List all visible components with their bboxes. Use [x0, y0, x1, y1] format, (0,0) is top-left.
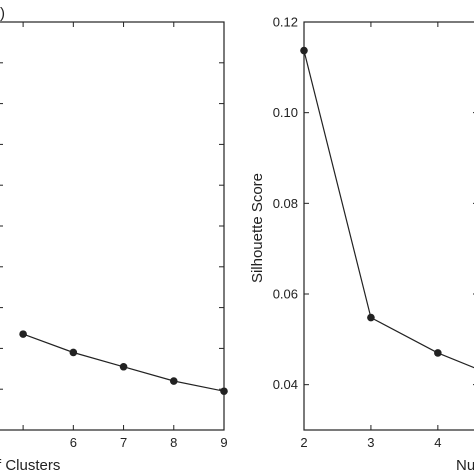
right-data-point	[300, 46, 308, 55]
left-series-polyline	[22, 333, 224, 392]
cluster-count-chart: 6 7 8 9 f Clusters	[0, 21, 228, 474]
right-y-tick-label: 0.10	[273, 105, 298, 120]
right-x-tick-label: 4	[434, 435, 441, 450]
right-x-tick-label: 2	[300, 435, 307, 450]
panel-letter-left: )	[0, 5, 5, 22]
right-series-line	[304, 50, 474, 369]
right-y-tick-label: 0.08	[273, 196, 298, 211]
right-axes	[303, 21, 474, 431]
left-data-point	[169, 377, 178, 385]
right-axes-frame	[303, 21, 474, 431]
left-x-tick-label: 6	[70, 435, 77, 450]
left-data-point	[220, 387, 228, 396]
right-series-points	[300, 46, 442, 357]
right-ticks: 2 3 4 0.04 0.06 0.08 0.10 0.12	[273, 15, 474, 450]
left-ticks: 6 7 8 9	[0, 22, 228, 450]
right-data-point	[367, 313, 375, 322]
left-data-point	[69, 348, 78, 357]
right-y-tick-label: 0.06	[273, 287, 298, 302]
right-y-tick-label: 0.12	[273, 15, 298, 30]
left-data-point	[19, 330, 27, 338]
left-x-tick-label: 8	[170, 435, 177, 450]
left-x-tick-label: 7	[120, 435, 127, 450]
left-series-line	[22, 333, 224, 392]
left-series-points	[19, 330, 228, 396]
right-x-tick-label: 3	[367, 435, 374, 450]
left-axes-frame	[0, 21, 225, 431]
right-x-axis-label: Nu	[456, 457, 474, 474]
left-x-axis-label: f Clusters	[0, 457, 60, 474]
left-x-tick-label: 9	[220, 435, 227, 450]
left-data-point	[119, 362, 128, 371]
right-y-tick-label: 0.04	[273, 377, 298, 392]
right-y-axis-label: Silhouette Score	[249, 173, 266, 283]
left-axes	[0, 21, 225, 431]
right-series-polyline	[304, 50, 474, 369]
right-data-point	[434, 349, 442, 357]
silhouette-score-chart: 2 3 4 0.04 0.06 0.08 0.10 0.12 Silhouette Score…	[249, 15, 474, 474]
